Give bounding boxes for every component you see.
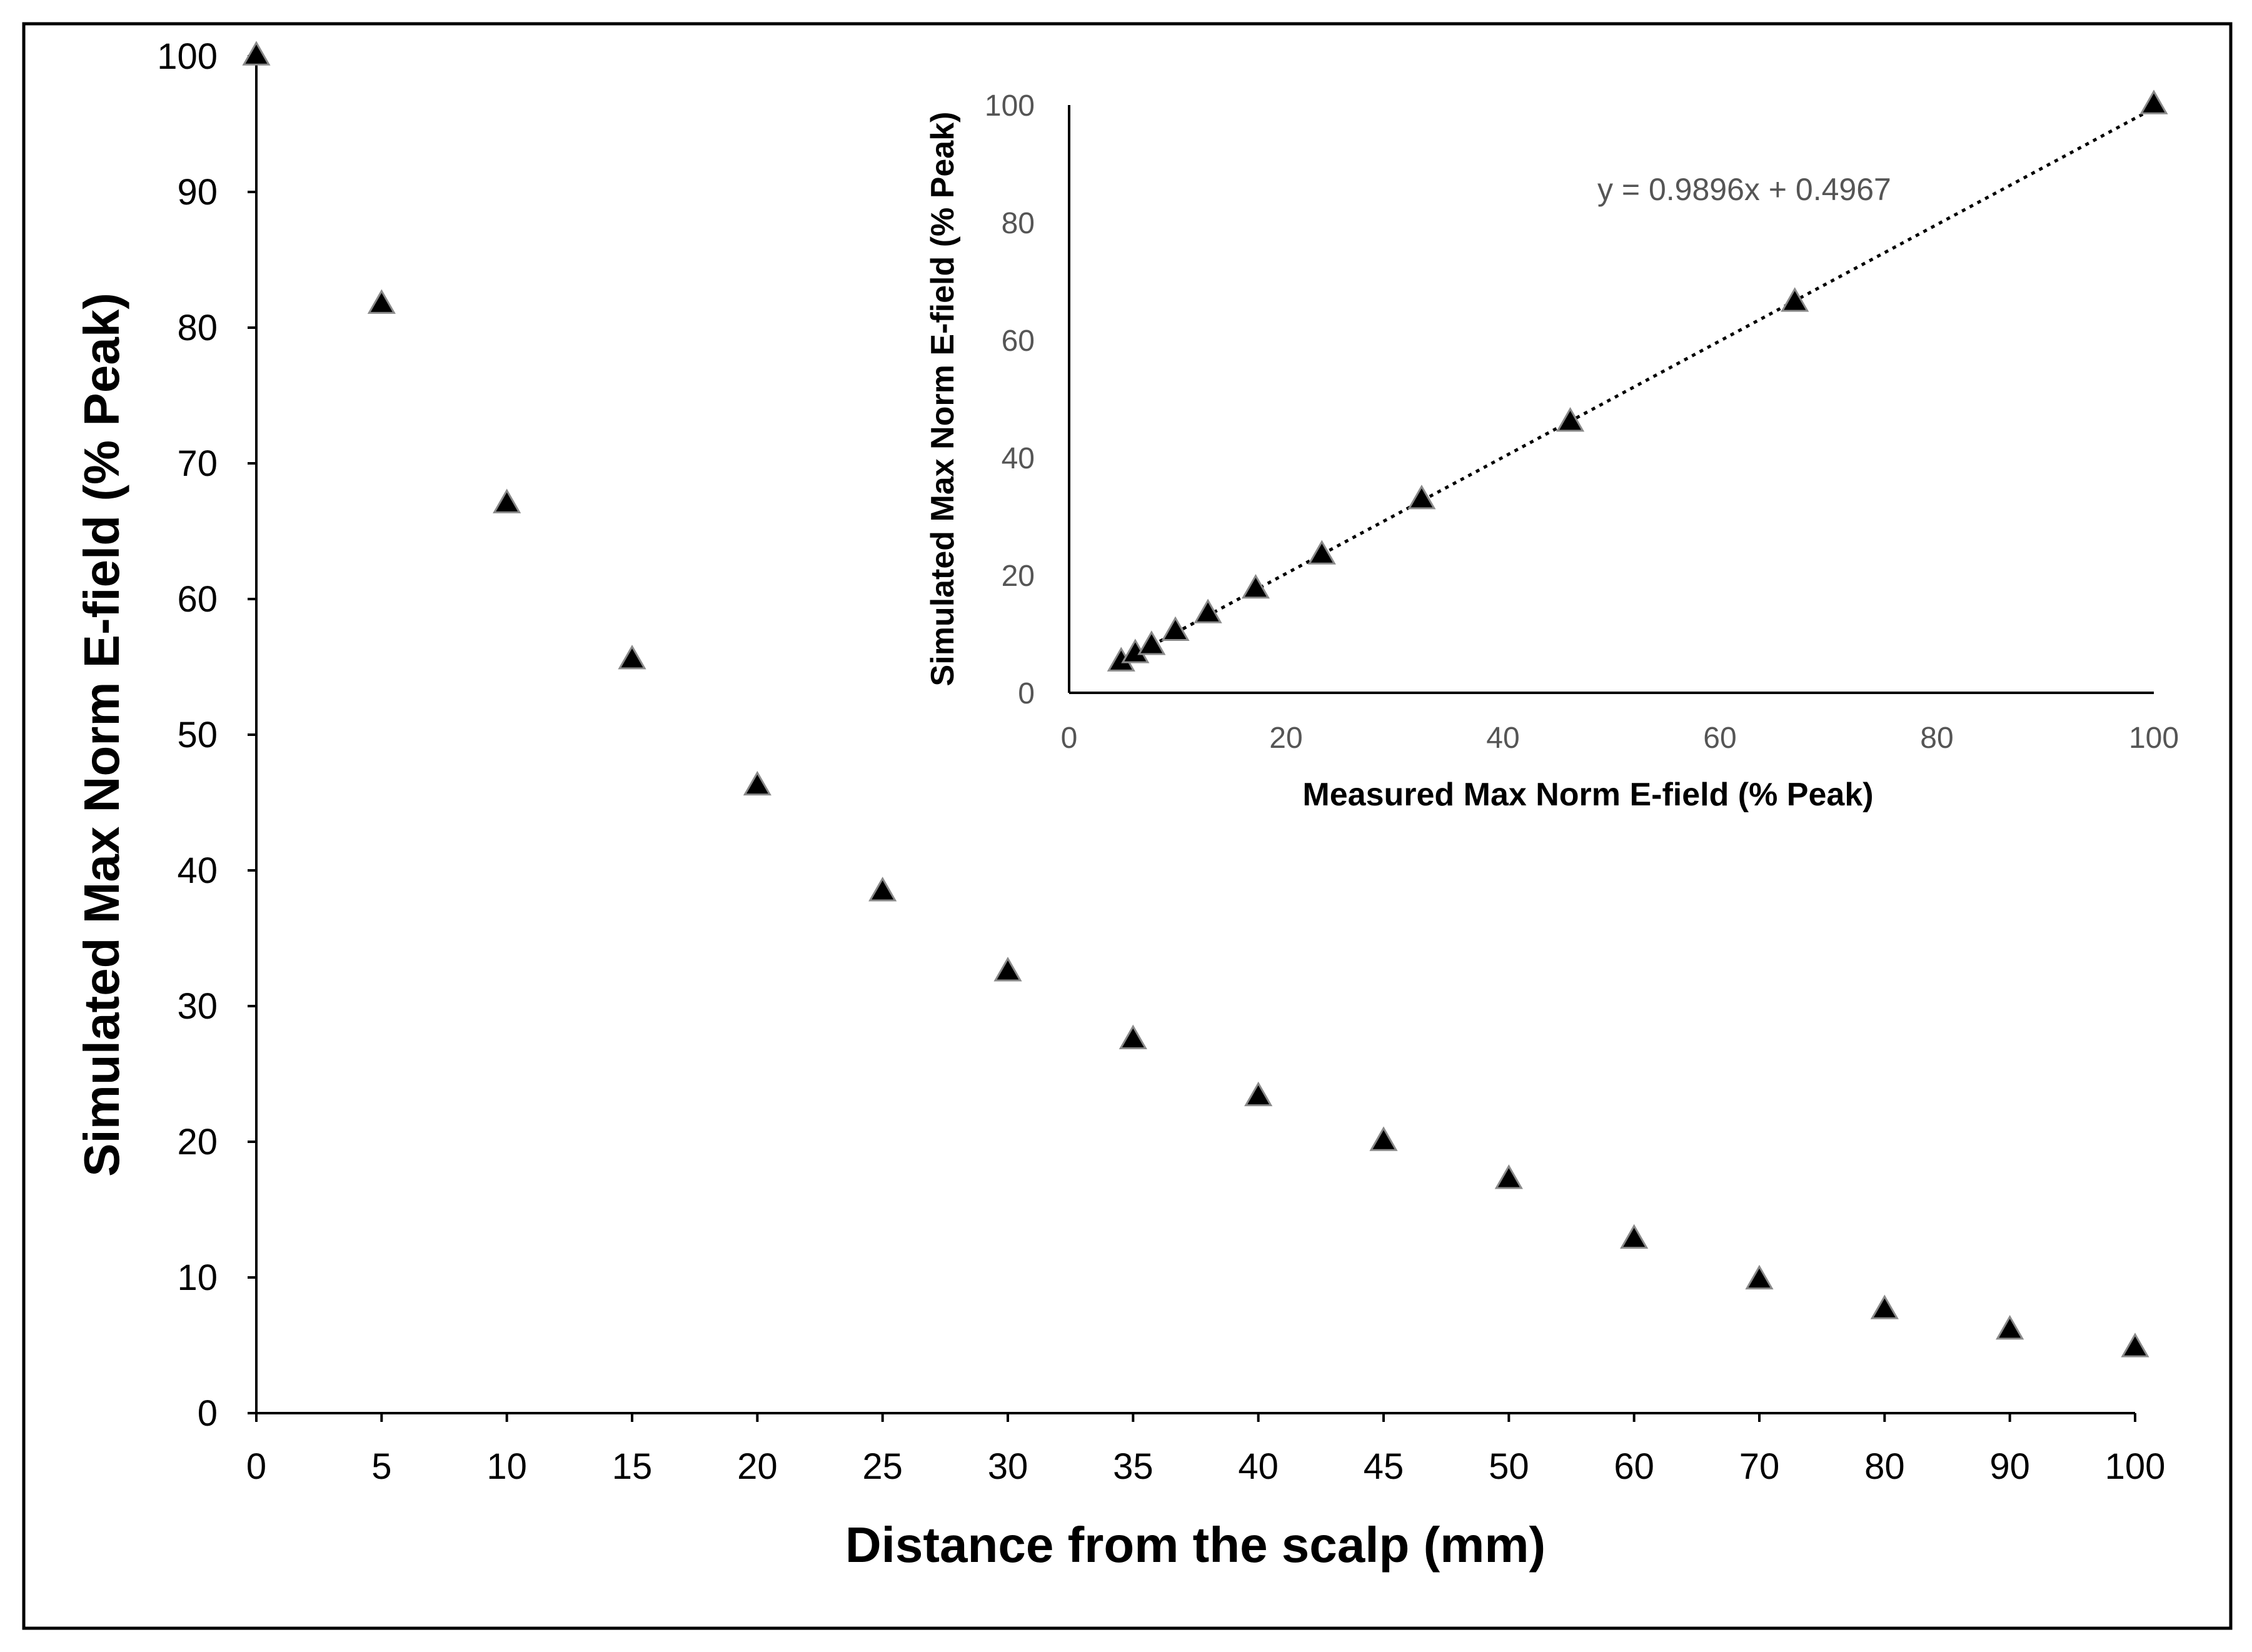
inset-y-axis-title: Simulated Max Norm E-field (% Peak) bbox=[925, 112, 961, 687]
inset-data-point bbox=[1241, 573, 1270, 599]
inset-x-tick-label: 40 bbox=[1486, 722, 1519, 755]
main-x-tick-label: 30 bbox=[988, 1446, 1028, 1487]
inset-y-tick-label: 60 bbox=[1002, 325, 1035, 358]
main-x-tick-label: 5 bbox=[371, 1446, 391, 1487]
main-data-point bbox=[1870, 1294, 1899, 1319]
inset-y-ticks: 0 20 40 60 80 100 bbox=[985, 89, 1035, 710]
inset-x-tick-label: 0 bbox=[1061, 722, 1078, 755]
main-x-axis-title: Distance from the scalp (mm) bbox=[845, 1517, 1546, 1573]
trendline-equation: y = 0.9896x + 0.4967 bbox=[1597, 172, 1891, 207]
inset-data-point bbox=[1407, 485, 1436, 510]
main-y-ticks: 0 10 20 30 40 50 60 70 80 90 100 bbox=[157, 36, 256, 1434]
main-y-tick-label: 20 bbox=[177, 1122, 218, 1162]
main-y-tick-label: 90 bbox=[177, 172, 218, 213]
main-data-point bbox=[1620, 1224, 1649, 1249]
inset-x-axis-title: Measured Max Norm E-field (% Peak) bbox=[1302, 777, 1873, 813]
inset-x-tick-label: 60 bbox=[1703, 722, 1736, 755]
main-x-tick-label: 45 bbox=[1364, 1446, 1404, 1487]
main-x-tick-label: 60 bbox=[1614, 1446, 1654, 1487]
main-data-point bbox=[493, 488, 521, 513]
inset-chart: 0 20 40 60 80 100 0 20 40 60 80 100 y = 0.9896x + … bbox=[925, 89, 2179, 813]
main-y-tick-label: 50 bbox=[177, 715, 218, 755]
inset-y-tick-label: 80 bbox=[1002, 207, 1035, 240]
inset-data-point bbox=[2139, 89, 2168, 114]
main-y-tick-label: 30 bbox=[177, 986, 218, 1027]
main-y-tick-label: 100 bbox=[157, 36, 218, 77]
main-data-point bbox=[1244, 1081, 1273, 1107]
main-data-point bbox=[1118, 1024, 1147, 1049]
inset-y-tick-label: 40 bbox=[1002, 442, 1035, 475]
main-series bbox=[242, 41, 2149, 1357]
main-y-tick-label: 10 bbox=[177, 1257, 218, 1298]
main-x-tick-label: 70 bbox=[1739, 1446, 1780, 1487]
main-y-tick-label: 60 bbox=[177, 579, 218, 620]
main-y-axis-title: Simulated Max Norm E-field (% Peak) bbox=[74, 293, 129, 1177]
main-data-point bbox=[367, 289, 396, 314]
inset-data-point bbox=[1161, 616, 1190, 641]
main-x-ticks: 0 5 10 15 20 25 30 35 40 45 50 60 70 80 90 100 bbox=[246, 1413, 2166, 1487]
main-data-point bbox=[1996, 1315, 2024, 1340]
inset-data-point bbox=[1781, 287, 1809, 312]
main-x-tick-label: 40 bbox=[1238, 1446, 1279, 1487]
inset-y-tick-label: 0 bbox=[1018, 677, 1035, 710]
main-y-tick-label: 80 bbox=[177, 308, 218, 348]
inset-series bbox=[1107, 89, 2168, 672]
main-data-point bbox=[993, 957, 1022, 982]
main-data-point bbox=[2121, 1332, 2149, 1357]
main-y-tick-label: 70 bbox=[177, 443, 218, 484]
inset-y-tick-label: 100 bbox=[985, 89, 1035, 123]
inset-data-point bbox=[1556, 407, 1585, 432]
inset-y-tick-label: 20 bbox=[1002, 560, 1035, 593]
main-data-point bbox=[618, 645, 646, 670]
main-data-point bbox=[1745, 1264, 1774, 1290]
main-x-tick-label: 10 bbox=[486, 1446, 527, 1487]
main-x-tick-label: 90 bbox=[1989, 1446, 2030, 1487]
main-y-tick-label: 0 bbox=[198, 1393, 218, 1434]
main-x-tick-label: 0 bbox=[246, 1446, 266, 1487]
main-x-tick-label: 35 bbox=[1113, 1446, 1154, 1487]
main-x-tick-label: 15 bbox=[612, 1446, 653, 1487]
main-chart: 0 10 20 30 40 50 60 70 80 90 100 0 5 10 15 20 25 30 35 40 4… bbox=[74, 36, 2165, 1573]
main-x-tick-label: 20 bbox=[737, 1446, 778, 1487]
inset-x-ticks: 0 20 40 60 80 100 bbox=[1061, 722, 2179, 755]
inset-x-tick-label: 20 bbox=[1269, 722, 1302, 755]
figure-frame bbox=[22, 22, 2233, 1630]
main-x-tick-label: 25 bbox=[862, 1446, 903, 1487]
main-data-point bbox=[1369, 1126, 1398, 1151]
main-x-tick-label: 50 bbox=[1489, 1446, 1529, 1487]
main-data-point bbox=[868, 877, 897, 902]
main-x-tick-label: 80 bbox=[1864, 1446, 1905, 1487]
main-x-tick-label: 100 bbox=[2105, 1446, 2166, 1487]
main-data-point bbox=[242, 41, 271, 66]
inset-data-point bbox=[1307, 540, 1336, 565]
inset-data-point bbox=[1137, 630, 1166, 655]
inset-x-tick-label: 80 bbox=[1920, 722, 1953, 755]
main-y-tick-label: 40 bbox=[177, 850, 218, 891]
main-data-point bbox=[1494, 1164, 1523, 1189]
inset-x-tick-label: 100 bbox=[2129, 722, 2179, 755]
inset-trendline bbox=[1120, 106, 2155, 663]
inset-data-point bbox=[1194, 598, 1222, 623]
main-data-point bbox=[743, 770, 772, 796]
